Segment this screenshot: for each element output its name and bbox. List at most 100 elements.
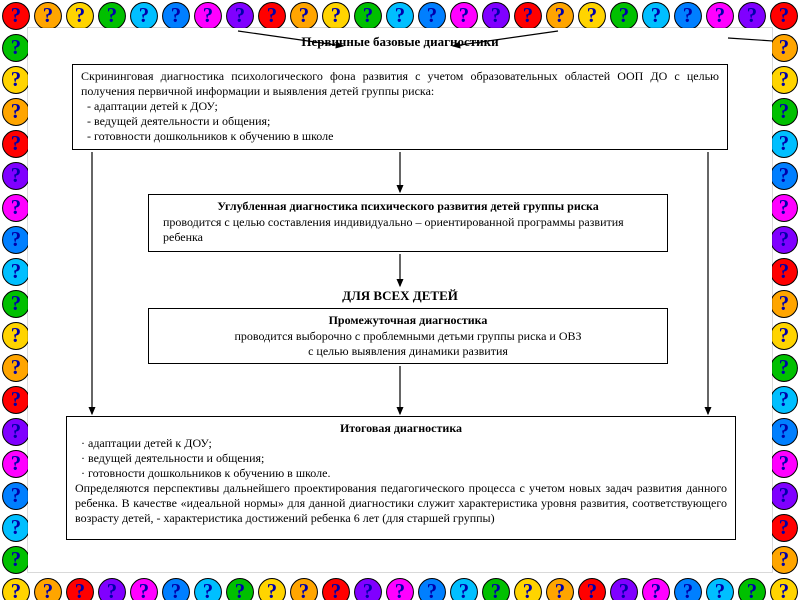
svg-text:?: ?	[715, 580, 725, 600]
svg-text:?: ?	[75, 4, 85, 27]
svg-text:?: ?	[11, 548, 21, 571]
svg-text:?: ?	[11, 324, 21, 347]
svg-text:?: ?	[395, 580, 405, 600]
svg-text:?: ?	[171, 580, 181, 600]
svg-text:?: ?	[75, 580, 85, 600]
svg-text:?: ?	[107, 580, 117, 600]
svg-text:?: ?	[779, 484, 789, 507]
svg-text:?: ?	[299, 580, 309, 600]
svg-text:?: ?	[363, 4, 373, 27]
svg-text:?: ?	[235, 4, 245, 27]
box2-line: проводится с целью составления индивидуа…	[157, 215, 659, 246]
svg-text:?: ?	[107, 4, 117, 27]
box3-line2: с целью выявления динамики развития	[157, 344, 659, 360]
svg-text:?: ?	[523, 4, 533, 27]
svg-text:?: ?	[235, 580, 245, 600]
svg-text:?: ?	[203, 4, 213, 27]
svg-text:?: ?	[331, 580, 341, 600]
svg-text:?: ?	[43, 4, 53, 27]
svg-text:?: ?	[683, 580, 693, 600]
box4-para: Определяются перспективы дальнейшего про…	[75, 481, 727, 526]
box-intermediate: Промежуточная диагностика проводится выб…	[148, 308, 668, 364]
box1-bullet: - адаптации детей к ДОУ;	[87, 99, 719, 114]
svg-text:?: ?	[11, 4, 21, 27]
svg-text:?: ?	[779, 100, 789, 123]
svg-text:?: ?	[491, 4, 501, 27]
box-deep-diagnostics: Углубленная диагностика психического раз…	[148, 194, 668, 252]
box4-heading: Итоговая диагностика	[75, 421, 727, 436]
svg-text:?: ?	[363, 580, 373, 600]
svg-text:?: ?	[459, 4, 469, 27]
svg-text:?: ?	[747, 4, 757, 27]
svg-text:?: ?	[779, 324, 789, 347]
label-for-all-children: ДЛЯ ВСЕХ ДЕТЕЙ	[28, 288, 772, 304]
box4-bullet: · ведущей деятельности и общения;	[81, 451, 727, 466]
svg-text:?: ?	[779, 548, 789, 571]
svg-text:?: ?	[779, 260, 789, 283]
svg-text:?: ?	[491, 580, 501, 600]
svg-text:?: ?	[555, 4, 565, 27]
svg-text:?: ?	[171, 4, 181, 27]
svg-text:?: ?	[427, 580, 437, 600]
svg-text:?: ?	[139, 4, 149, 27]
svg-text:?: ?	[651, 4, 661, 27]
svg-text:?: ?	[779, 36, 789, 59]
svg-text:?: ?	[619, 580, 629, 600]
svg-text:?: ?	[43, 580, 53, 600]
svg-text:?: ?	[395, 4, 405, 27]
svg-text:?: ?	[779, 68, 789, 91]
box4-bullet: · готовности дошкольников к обучению в ш…	[81, 466, 727, 481]
svg-text:?: ?	[11, 164, 21, 187]
svg-text:?: ?	[331, 4, 341, 27]
svg-text:?: ?	[779, 452, 789, 475]
box4-bullet: · адаптации детей к ДОУ;	[81, 436, 727, 451]
svg-text:?: ?	[779, 228, 789, 251]
svg-text:?: ?	[651, 580, 661, 600]
box1-bullet: - готовности дошкольников к обучению в ш…	[87, 129, 719, 144]
svg-text:?: ?	[11, 132, 21, 155]
diagram-sheet: Первичные базовые диагностики Скринингов…	[28, 28, 772, 572]
svg-text:?: ?	[779, 164, 789, 187]
svg-text:?: ?	[11, 580, 21, 600]
diagram-title: Первичные базовые диагностики	[28, 34, 772, 50]
svg-text:?: ?	[11, 452, 21, 475]
svg-text:?: ?	[267, 580, 277, 600]
svg-text:?: ?	[427, 4, 437, 27]
svg-text:?: ?	[459, 580, 469, 600]
svg-text:?: ?	[779, 420, 789, 443]
svg-text:?: ?	[779, 196, 789, 219]
svg-text:?: ?	[779, 580, 789, 600]
svg-text:?: ?	[11, 292, 21, 315]
svg-text:?: ?	[587, 4, 597, 27]
svg-text:?: ?	[779, 132, 789, 155]
svg-text:?: ?	[11, 100, 21, 123]
svg-text:?: ?	[779, 388, 789, 411]
svg-text:?: ?	[619, 4, 629, 27]
svg-text:?: ?	[267, 4, 277, 27]
svg-text:?: ?	[779, 356, 789, 379]
svg-text:?: ?	[299, 4, 309, 27]
svg-text:?: ?	[11, 484, 21, 507]
svg-text:?: ?	[715, 4, 725, 27]
box3-heading: Промежуточная диагностика	[157, 313, 659, 329]
svg-text:?: ?	[523, 580, 533, 600]
box3-line1: проводится выборочно с проблемными детьм…	[157, 329, 659, 345]
svg-text:?: ?	[11, 388, 21, 411]
svg-text:?: ?	[11, 68, 21, 91]
box-final: Итоговая диагностика · адаптации детей к…	[66, 416, 736, 540]
svg-text:?: ?	[779, 292, 789, 315]
svg-text:?: ?	[11, 516, 21, 539]
svg-text:?: ?	[203, 580, 213, 600]
svg-text:?: ?	[555, 580, 565, 600]
svg-text:?: ?	[139, 580, 149, 600]
svg-text:?: ?	[683, 4, 693, 27]
svg-text:?: ?	[587, 580, 597, 600]
svg-text:?: ?	[747, 580, 757, 600]
svg-text:?: ?	[11, 196, 21, 219]
box1-lead: Скрининговая диагностика психологическог…	[81, 69, 719, 99]
svg-text:?: ?	[11, 356, 21, 379]
box1-bullet: - ведущей деятельности и общения;	[87, 114, 719, 129]
box2-heading: Углубленная диагностика психического раз…	[157, 199, 659, 215]
svg-text:?: ?	[779, 4, 789, 27]
svg-text:?: ?	[11, 260, 21, 283]
